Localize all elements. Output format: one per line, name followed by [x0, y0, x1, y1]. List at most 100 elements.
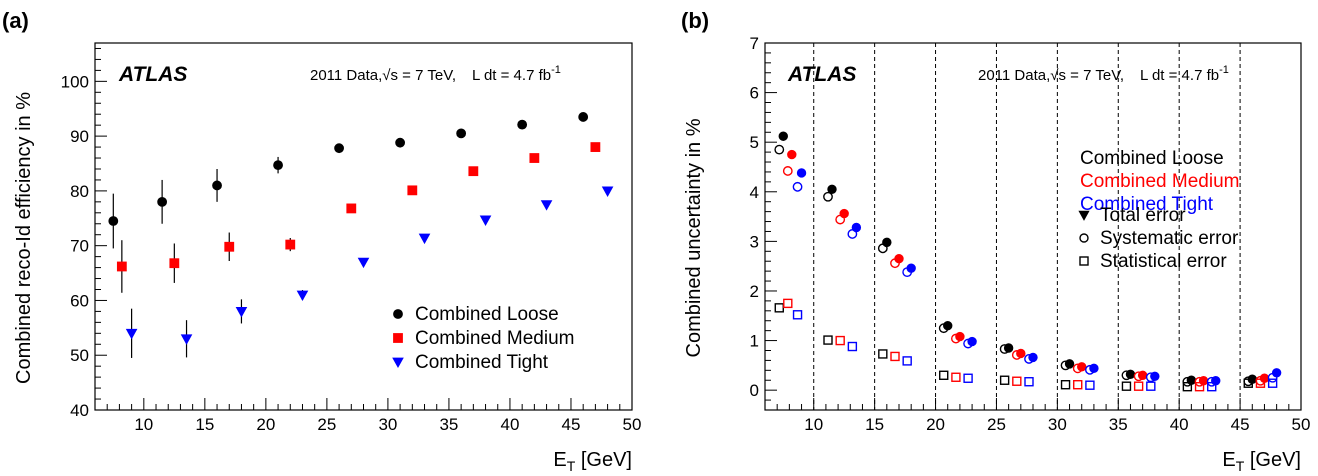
panel-a-legend-marker [393, 309, 403, 319]
panel-b-systematic-point [1267, 372, 1278, 383]
panel-a-data-point [540, 200, 553, 211]
panel-a-x-tick-label: 30 [378, 415, 397, 434]
panel-a-y-tick-label: 90 [70, 127, 89, 146]
panel-b-systematic-point [1011, 350, 1022, 360]
panel-a-data-point [418, 233, 431, 245]
panel-a-data-point [296, 290, 309, 302]
panel-b-legend-marker [1079, 233, 1089, 243]
panel-b-systematic-point [1182, 376, 1193, 387]
panel-a-label: (a) [2, 8, 29, 33]
panel-b-legend-series-label: Combined Medium [1080, 171, 1239, 192]
panel-a-frame [94, 42, 633, 411]
panel-b-statistical-point [1182, 381, 1193, 392]
panel-b-statistical-point [963, 373, 973, 383]
panel-a-data-point [395, 137, 406, 148]
panel-b-y-tick-label: 6 [750, 84, 759, 103]
panel-a-data-point [601, 186, 614, 197]
panel-b-label: (b) [681, 8, 709, 33]
panel-b-systematic-point [774, 144, 785, 155]
panel-b-statistical-point [1255, 378, 1266, 388]
panel-a-data-point [357, 257, 370, 269]
panel-b-statistical-point [847, 341, 858, 352]
panel-a-atlas-label: ATLAS [118, 63, 187, 86]
panel-a-legend-label: Combined Tight [415, 352, 549, 373]
panel-a-data-point [285, 239, 296, 250]
panel-b-statistical-point [1146, 381, 1156, 391]
panel-b-statistical-point [1073, 380, 1083, 390]
panel-b-statistical-point [1267, 378, 1278, 388]
panel-b-statistical-point [1060, 380, 1071, 390]
panel-b-atlas-label: ATLAS [787, 63, 856, 86]
panel-b-x-tick-label: 35 [1109, 415, 1128, 434]
panel-b-y-tick-label: 1 [750, 332, 759, 351]
panel-a-data-point [125, 328, 138, 340]
panel-b-statistical-point [890, 351, 900, 362]
panel-b-systematic-point [890, 258, 900, 269]
panel-a-y-tick-label: 70 [70, 237, 89, 256]
panel-b-statistical-point [823, 335, 833, 345]
panel-a-data-info: 2011 Data,√s = 7 TeV, L dt = 4.7 fb-1 [310, 64, 561, 84]
panel-a-data-point [235, 307, 248, 318]
panel-a-data-point [468, 166, 479, 177]
panel-b-y-tick-label: 7 [750, 34, 759, 53]
panel-b-x-tick-label: 45 [1231, 415, 1250, 434]
panel-b-legend-marker-label: Systematic error [1100, 228, 1239, 249]
panel-a-x-tick-label: 25 [317, 415, 336, 434]
panel-b-legend-marker [1079, 256, 1089, 266]
panel-b-legend-marker-label: Total error [1100, 205, 1186, 226]
panel-a-x-axis-label: ET [GeV] [553, 449, 632, 474]
panel-a-x-tick-label: 50 [623, 415, 642, 434]
panel-a-data-point [590, 142, 601, 152]
panel-b-statistical-point [774, 303, 784, 313]
panel-a-data-point [578, 112, 589, 122]
panel-b-total-point [882, 237, 892, 248]
panel-a-data-point [180, 334, 193, 345]
panel-b-statistical-point [783, 298, 793, 309]
panel-b-x-tick-label: 15 [865, 415, 884, 434]
panel-a-legend-label: Combined Loose [415, 304, 559, 325]
panel-b-systematic-point [823, 191, 833, 202]
panel-b-systematic-point [835, 214, 846, 225]
panel-b-statistical-point [999, 375, 1010, 385]
panel-b-statistical-point [902, 356, 912, 366]
panel-b-statistical-point [835, 335, 845, 346]
panel-b-x-tick-label: 20 [926, 415, 945, 434]
panel-b-statistical-point [1085, 380, 1095, 390]
panel-a-data-point [407, 185, 418, 196]
panel-b-legend-series-label: Combined Loose [1080, 148, 1224, 169]
plot-elements: 10 15 20 25 30 35 40 45 50405060708090100Combine… [61, 34, 1311, 434]
panel-b-statistical-point [1024, 377, 1034, 387]
panel-b-y-tick-label: 4 [750, 183, 759, 202]
panel-b-x-tick-label: 25 [987, 415, 1006, 434]
panel-b-x-tick-label: 40 [1170, 415, 1189, 434]
panel-b-total-point [787, 149, 797, 160]
panel-a-data-point [108, 216, 119, 226]
panel-a-x-tick-label: 35 [439, 415, 458, 434]
panel-b-statistical-point [1207, 381, 1217, 392]
panel-b-x-axis-label: ET [GeV] [1222, 449, 1301, 474]
panel-a-data-point [224, 241, 235, 252]
panel-b-systematic-point [1024, 354, 1034, 364]
panel-b-systematic-point [1060, 360, 1071, 371]
panel-b-total-point [778, 131, 788, 141]
panel-a-y-tick-label: 60 [70, 291, 89, 310]
panel-b-y-tick-label: 2 [750, 282, 759, 301]
panel-b-y-tick-label: 0 [750, 381, 759, 400]
panel-b-statistical-point [939, 370, 949, 380]
panel-a-data-point [479, 215, 492, 226]
panel-b-x-tick-label: 30 [1048, 415, 1067, 434]
panel-b-statistical-point [1012, 376, 1022, 386]
panel-b-data-info: 2011 Data,√s = 7 TeV, L dt = 4.7 fb-1 [978, 64, 1229, 84]
panel-b-statistical-point [878, 349, 888, 359]
panel-b-total-point [839, 208, 849, 219]
panel-a-data-point [157, 196, 168, 207]
panel-a-data-point [169, 258, 180, 269]
panel-a-y-tick-label: 40 [70, 401, 89, 420]
panel-b-systematic-point [999, 344, 1010, 354]
panel-b-systematic-point [938, 323, 949, 334]
panel-a-data-point [212, 180, 222, 191]
panel-a-data-point [334, 143, 344, 154]
panel-b-systematic-point [1206, 376, 1217, 387]
panel-b-statistical-point [1243, 378, 1253, 388]
